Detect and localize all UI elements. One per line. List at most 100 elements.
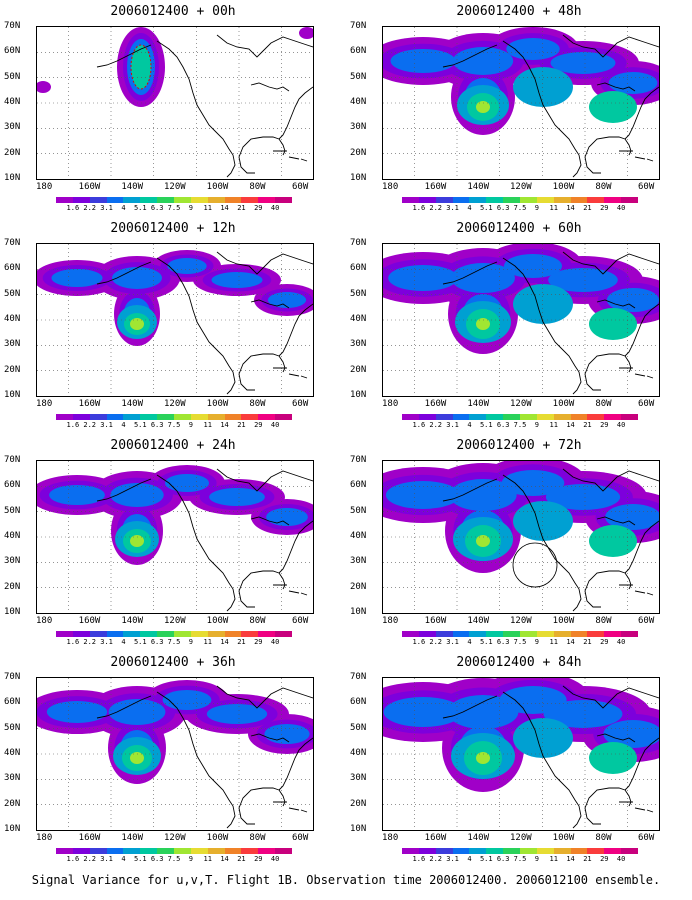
- colorbar-swatch: [452, 197, 470, 203]
- colorbar-label: 14: [220, 855, 229, 863]
- colorbar-swatch: [604, 197, 622, 203]
- colorbar-label: 6.3: [496, 638, 510, 646]
- colorbar-swatch: [604, 631, 622, 637]
- colorbar-label: 6.3: [150, 855, 164, 863]
- longitude-label: 60W: [638, 833, 655, 843]
- variance-contour: [476, 752, 490, 764]
- colorbar-swatch: [157, 197, 175, 203]
- colorbar-label: 1.6: [66, 638, 80, 646]
- latitude-label: 10N: [4, 824, 21, 834]
- colorbar-label: 4: [467, 855, 472, 863]
- coastline: [250, 733, 290, 743]
- colorbar-label: 3.1: [100, 855, 113, 863]
- variance-contour: [589, 742, 637, 774]
- latitude-label: 40N: [350, 314, 367, 324]
- colorbar-swatch: [241, 197, 259, 203]
- latitude-label: 30N: [4, 773, 21, 784]
- latitude-label: 40N: [350, 531, 367, 541]
- colorbar-label: 4: [121, 421, 126, 429]
- variance-contour: [513, 67, 573, 107]
- panel-title: 2006012400 + 48h: [456, 4, 582, 19]
- colorbar-swatch: [72, 631, 90, 637]
- coastline: [278, 138, 286, 156]
- latitude-label: 40N: [350, 748, 367, 758]
- latitude-label: 50N: [4, 288, 21, 299]
- latitude-label: 30N: [350, 773, 367, 784]
- observation-region-marker: [130, 44, 152, 90]
- variance-field: [37, 27, 313, 179]
- coastline: [442, 44, 498, 68]
- latitude-label: 40N: [4, 97, 21, 107]
- variance-contour: [167, 258, 207, 274]
- colorbar-swatch: [503, 848, 521, 854]
- colorbar-label: 21: [237, 204, 246, 212]
- colorbar-swatch: [174, 414, 191, 420]
- latitude-label: 50N: [4, 505, 21, 516]
- colorbar-label: 2.2: [429, 855, 443, 863]
- longitude-label: 160W: [78, 616, 101, 626]
- colorbar-swatch: [452, 848, 470, 854]
- colorbar-swatch: [241, 414, 259, 420]
- variance-contour: [451, 263, 515, 293]
- colorbar-label: 6.3: [150, 421, 164, 429]
- latitude-label: 40N: [4, 314, 21, 324]
- variance-contour: [513, 284, 573, 324]
- colorbar-label: 2.2: [83, 204, 97, 212]
- panel-title: 2006012400 + 36h: [110, 655, 236, 670]
- coastline: [619, 150, 654, 162]
- colorbar-label: 11: [549, 855, 558, 863]
- latitude-label: 50N: [4, 71, 21, 82]
- colorbar-label: 5.1: [479, 204, 493, 212]
- coastline: [96, 261, 152, 285]
- latitude-label: 60N: [350, 46, 367, 57]
- colorbar-label: 1.6: [412, 421, 426, 429]
- colorbar-swatch: [89, 848, 107, 854]
- target-circle: [512, 542, 558, 588]
- coastline: [96, 44, 152, 68]
- colorbar-swatch: [207, 848, 225, 854]
- colorbar-label: 21: [237, 421, 246, 429]
- coastline: [273, 584, 308, 596]
- coastline: [584, 353, 626, 391]
- coastline: [238, 353, 280, 391]
- colorbar-label: 4: [467, 638, 472, 646]
- colorbar-label: 7.5: [513, 421, 527, 429]
- colorbar-swatch: [106, 197, 124, 203]
- variance-contour: [605, 504, 659, 530]
- colorbar-swatch: [174, 197, 191, 203]
- colorbar-label: 21: [583, 204, 592, 212]
- map-frame: [382, 677, 660, 831]
- longitude-label: 80W: [595, 833, 612, 843]
- colorbar-label: 9: [534, 638, 539, 646]
- colorbar-label: 40: [270, 638, 280, 646]
- colorbar-label: 14: [566, 421, 575, 429]
- latitude-label: 60N: [4, 480, 21, 491]
- variance-field: [383, 678, 659, 830]
- coastline: [216, 468, 313, 492]
- colorbar-swatch: [520, 197, 537, 203]
- coastline: [278, 355, 286, 373]
- colorbar-label: 40: [616, 204, 626, 212]
- colorbar-swatch: [435, 414, 453, 420]
- colorbar-swatch: [224, 848, 242, 854]
- longitude-label: 60W: [292, 182, 309, 192]
- colorbar-swatch: [258, 631, 276, 637]
- colorbar-label: 2.2: [83, 855, 97, 863]
- coastline: [216, 251, 313, 275]
- latitude-label: 70N: [350, 21, 367, 31]
- colorbar: [402, 197, 639, 203]
- map-panel: 2006012400 + 72h 70N 60N 50N 40N 30N 20N 10N 180…: [346, 434, 692, 650]
- colorbar-swatch: [621, 414, 639, 420]
- variance-contour: [266, 508, 308, 526]
- colorbar-swatch: [418, 197, 436, 203]
- colorbar-labels: 1.6 2.2 3.1 4 5.1 6.3 7.5 9 11 14 21 29 40: [56, 421, 292, 431]
- longitude-label: 100W: [206, 399, 229, 409]
- colorbar-label: 9: [534, 421, 539, 429]
- colorbar-label: 4: [121, 204, 126, 212]
- colorbar-swatch: [89, 197, 107, 203]
- colorbar-swatch: [402, 197, 419, 203]
- colorbar-label: 2.2: [83, 421, 97, 429]
- variance-contour: [589, 91, 637, 123]
- colorbar-swatch: [402, 414, 419, 420]
- latitude-label: 70N: [4, 238, 21, 248]
